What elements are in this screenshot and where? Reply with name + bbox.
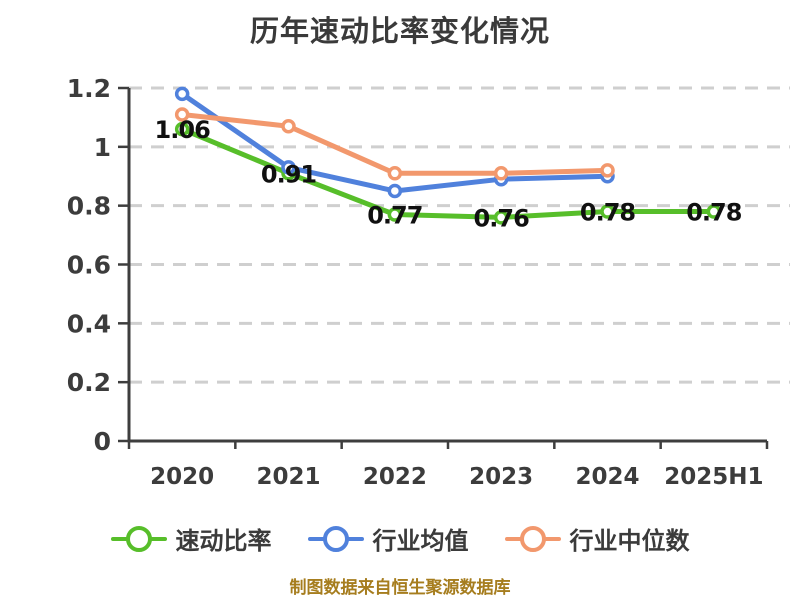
data-point-marker (706, 204, 722, 219)
x-tick-label: 2022 (363, 464, 427, 490)
x-tick-label: 2024 (575, 464, 639, 490)
data-point-marker (387, 166, 403, 181)
legend-marker-quick-ratio (110, 525, 167, 553)
legend-marker-industry-median (504, 525, 561, 553)
y-tick-label: 0.4 (67, 309, 111, 338)
data-point-marker (281, 160, 296, 175)
point-value-label: 0.91 (261, 160, 317, 188)
y-tick-label: 0.2 (67, 368, 111, 397)
point-value-label: 1.06 (155, 116, 211, 144)
data-point-marker (600, 163, 615, 178)
point-value-label: 0.78 (686, 199, 742, 227)
series-line-0 (179, 126, 717, 220)
data-point-marker (493, 210, 509, 225)
data-point-marker (387, 207, 403, 222)
data-point-marker (387, 183, 403, 199)
legend-dot-icon (322, 525, 349, 552)
legend-label: 行业均值 (372, 527, 469, 555)
y-tick-label: 1.2 (67, 74, 111, 103)
legend-label: 速动比率 (175, 527, 272, 555)
x-tick-label: 2025H1 (664, 464, 763, 490)
point-value-label: 0.76 (474, 204, 530, 232)
legend-label: 行业中位数 (569, 527, 690, 555)
data-point-marker (493, 166, 509, 181)
legend-dot-icon (519, 525, 546, 552)
legend-item-industry-average[interactable]: 行业均值 (307, 521, 469, 556)
y-tick-label: 1 (94, 133, 111, 162)
legend-dot-icon (125, 525, 152, 552)
point-value-label: 0.78 (580, 199, 636, 227)
point-value-label: 0.77 (367, 201, 422, 229)
y-tick-label: 0.8 (67, 192, 111, 221)
y-tick-label: 0 (94, 427, 111, 456)
y-tick-label: 0.6 (67, 251, 111, 280)
data-point-marker (174, 121, 190, 137)
series-line-2 (179, 111, 610, 176)
x-tick-label: 2021 (256, 464, 320, 490)
legend-item-industry-median[interactable]: 行业中位数 (504, 521, 690, 556)
data-point-marker (174, 86, 190, 102)
data-point-marker (281, 118, 296, 134)
data-point-marker (600, 204, 615, 219)
data-point-marker (174, 107, 190, 122)
legend-marker-industry-average (307, 525, 364, 553)
legend: 速动比率 行业均值 行业中位数 (0, 521, 800, 556)
x-tick-label: 2020 (150, 464, 214, 490)
x-tick-label: 2023 (469, 464, 533, 490)
legend-item-quick-ratio[interactable]: 速动比率 (110, 521, 272, 556)
data-source-caption: 制图数据来自恒生聚源数据库 (289, 578, 511, 598)
chart-title: 历年速动比率变化情况 (249, 14, 550, 48)
